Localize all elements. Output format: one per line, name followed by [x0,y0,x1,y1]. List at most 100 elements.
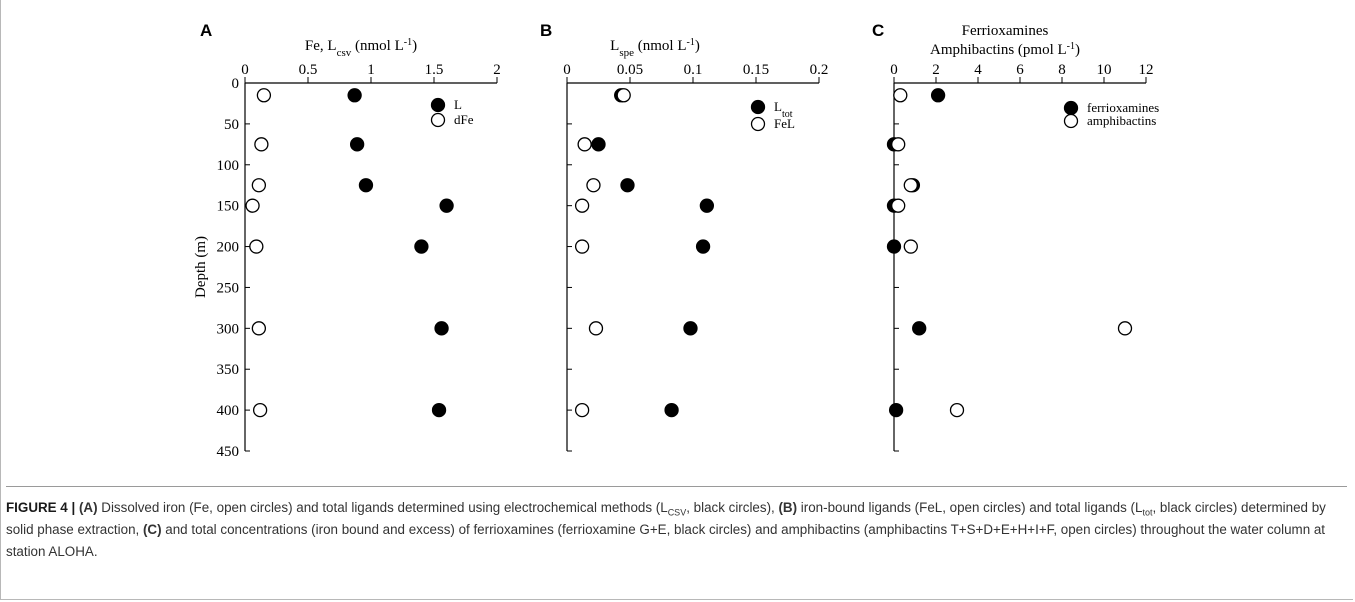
x-axis-title-close: ) [695,38,700,54]
data-point [414,239,429,254]
x-tick-label: 0.15 [743,62,769,78]
caption-sub-b: tot [1142,507,1153,518]
x-tick-label: 0.05 [617,62,643,78]
data-point [245,198,260,213]
data-point [256,88,272,103]
legend-marker [1063,100,1079,116]
x-tick-label: 0 [563,62,571,78]
legend-label-sub: tot [782,109,793,120]
data-point [588,321,604,336]
data-point [586,178,601,193]
data-point [574,402,590,418]
x-axis-title-main: Amphibactins (pmol L [930,42,1067,58]
caption-divider [6,486,1347,487]
x-tick-label: 2 [932,62,940,78]
x-axis-title-sup: -1 [687,37,695,48]
y-tick-label: 0 [232,76,240,92]
data-point [252,402,268,418]
caption-sub-a: CSV [667,507,687,518]
legend-marker [750,99,766,115]
panel-letter-c: C [872,21,884,40]
y-tick-label: 150 [217,199,240,215]
y-tick-label: 250 [217,280,240,296]
legend-label: ferrioxamines [1087,100,1159,115]
y-tick-label: 350 [217,362,240,378]
x-tick-label: 8 [1058,62,1066,78]
x-axis-title-unit: (nmol L [634,38,687,54]
data-point [683,321,698,336]
legend-label-main: ferrioxamines [1087,100,1159,115]
y-tick-label: 50 [224,117,239,133]
data-point [891,137,906,152]
data-point [574,239,590,254]
data-point [949,402,965,418]
x-tick-label: 6 [1016,62,1024,78]
data-point [886,239,902,254]
x-tick-label: 0.5 [299,62,318,78]
x-tick-label: 4 [974,62,982,78]
data-point [358,178,374,193]
series-dfe [245,88,272,418]
data-point [699,198,715,213]
legend-label-main: L [454,97,462,112]
x-axis-title: Fe, Lcsv (nmol L-1) [305,37,417,60]
series-fel [574,88,631,418]
x-axis-title-close: ) [1075,42,1080,58]
y-tick-label: 100 [217,158,240,174]
y-axis-title: Depth (m) [193,236,209,298]
caption-text-b2: , black circles) determined by solid pha… [6,500,1326,537]
data-point [251,321,267,336]
data-point [893,88,908,103]
panel-letter-b: B [540,21,552,40]
figure-caption: FIGURE 4 | (A) Dissolved iron (Fe, open … [6,497,1342,563]
x-tick-label: 0.1 [684,62,703,78]
legend-label: dFe [454,112,474,127]
legend-label-main: amphibactins [1087,113,1156,128]
data-point [1117,321,1133,336]
panel-c: C Ferrioxamines Amphibactins (pmol L-1) 0 2 4… [872,21,1159,452]
x-axis-title-main: Fe, L [305,38,337,54]
x-axis-title-line1: Ferrioxamines [962,23,1049,39]
caption-label: FIGURE 4 | [6,500,76,515]
data-point [930,88,946,103]
data-point [577,137,592,152]
x-tick-label: 0 [890,62,898,78]
x-tick-label: 0.2 [810,62,829,78]
caption-text-a1: Dissolved iron (Fe, open circles) and to… [97,500,668,515]
legend-label-main: L [774,99,782,114]
data-point [254,137,269,152]
caption-tag-a: (A) [78,500,98,515]
data-point [249,239,264,254]
data-point [695,239,711,254]
x-axis-title-sup: -1 [404,37,412,48]
panel-a: A Fe, Lcsv (nmol L-1) 0 0.5 1 1.5 2 0 50 100 150 20… [193,21,501,460]
x-axis-title-sub: csv [337,47,352,59]
legend-marker [430,97,446,113]
x-axis-title-sub: spe [619,47,634,59]
legend-label: FeL [774,116,795,131]
data-point [431,402,447,418]
data-point [888,402,904,418]
legend-marker [750,116,766,132]
legend-marker [430,112,446,128]
x-tick-label: 10 [1097,62,1112,78]
caption-tag-b: (B) [778,500,798,515]
series-l [347,88,454,418]
legend-marker [1063,113,1079,129]
data-point [439,198,454,213]
caption-tag-c: (C) [142,522,162,537]
data-point [591,137,606,152]
x-axis-title: Lspe (nmol L-1) [610,37,700,60]
data-point [903,239,918,254]
data-point [434,321,449,336]
data-point [903,178,918,193]
caption-text-a2: , black circles), [686,500,779,515]
data-point [912,321,927,336]
y-tick-label: 200 [217,240,240,256]
legend-label-main: dFe [454,112,474,127]
x-tick-label: 0 [241,62,249,78]
